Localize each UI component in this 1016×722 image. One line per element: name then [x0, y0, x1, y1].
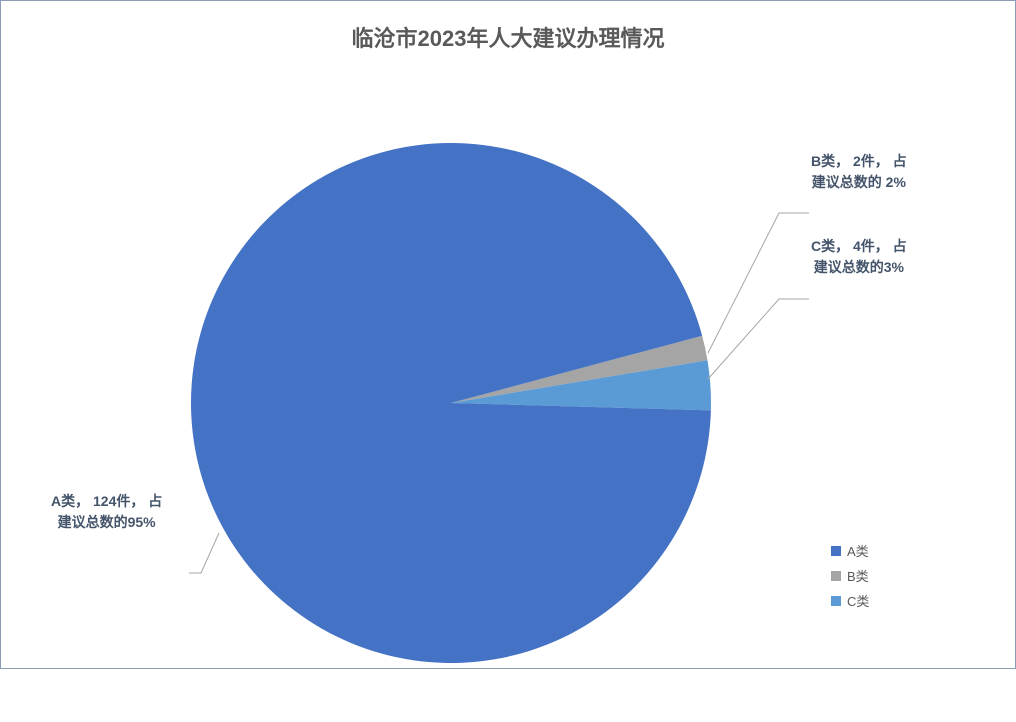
legend-swatch — [831, 596, 841, 606]
legend: A类 B类 C类 — [831, 541, 869, 616]
legend-item-B类: B类 — [831, 566, 869, 585]
leader-line-C类 — [708, 299, 809, 379]
data-label-B类: B类， 2件， 占建议总数的 2% — [811, 151, 907, 193]
leader-line-A类 — [189, 533, 219, 573]
legend-label: A类 — [847, 541, 869, 560]
data-label-line2: 建议总数的3% — [811, 257, 907, 278]
leader-line-B类 — [708, 213, 809, 353]
data-label-line1: C类， 4件， 占 — [811, 236, 907, 257]
legend-swatch — [831, 571, 841, 581]
data-label-C类: C类， 4件， 占建议总数的3% — [811, 236, 907, 278]
legend-item-C类: C类 — [831, 591, 869, 610]
data-label-line2: 建议总数的 2% — [811, 172, 907, 193]
data-label-A类: A类， 124件， 占建议总数的95% — [51, 491, 162, 533]
legend-swatch — [831, 546, 841, 556]
data-label-line2: 建议总数的95% — [51, 512, 162, 533]
legend-item-A类: A类 — [831, 541, 869, 560]
legend-label: C类 — [847, 591, 869, 610]
data-label-line1: B类， 2件， 占 — [811, 151, 907, 172]
chart-title: 临沧市2023年人大建议办理情况 — [1, 1, 1015, 53]
legend-label: B类 — [847, 566, 869, 585]
data-label-line1: A类， 124件， 占 — [51, 491, 162, 512]
